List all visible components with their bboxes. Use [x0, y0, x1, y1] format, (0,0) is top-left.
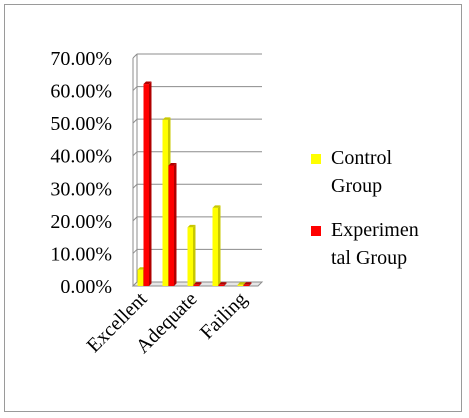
gridline-depth — [132, 216, 138, 222]
bar — [243, 284, 249, 286]
gridline-depth — [132, 249, 138, 254]
chart-frame — [4, 4, 462, 412]
bar-top — [168, 162, 177, 166]
bar — [162, 119, 168, 286]
legend-label: Control — [331, 147, 393, 169]
y-tick-label: 40.00% — [50, 146, 112, 168]
bar-top — [193, 282, 202, 285]
bar-top — [243, 282, 252, 285]
bar-top — [218, 282, 227, 285]
bar-top — [212, 205, 221, 208]
gridline-depth — [132, 183, 138, 189]
legend-swatch — [311, 154, 321, 164]
bar-top — [162, 117, 171, 120]
bar — [137, 269, 143, 286]
bar-top — [237, 282, 246, 285]
gridline-depth — [132, 86, 138, 91]
bar-side — [199, 282, 202, 286]
bar-top — [187, 224, 196, 228]
y-tick-label: 30.00% — [50, 178, 112, 200]
bar-side — [149, 81, 152, 286]
legend-label: Group — [331, 175, 382, 197]
y-tick-label: 0.00% — [60, 276, 112, 298]
bar — [168, 165, 174, 286]
bar — [237, 284, 243, 286]
legend-label: Experimen — [331, 219, 419, 241]
bar-side — [218, 205, 221, 286]
bar — [218, 284, 224, 286]
bar-side — [224, 282, 227, 286]
x-tick-label: Failing — [196, 288, 252, 344]
gridline-depth — [132, 151, 138, 157]
bar-side — [193, 224, 196, 286]
y-tick-label: 70.00% — [50, 48, 112, 70]
y-tick-label: 10.00% — [50, 243, 112, 265]
gridline-depth — [132, 53, 138, 59]
gridline-depth — [132, 118, 138, 124]
y-tick-label: 50.00% — [50, 113, 112, 135]
bar-side — [249, 282, 252, 286]
bar-side — [174, 162, 177, 286]
legend-swatch — [311, 226, 321, 236]
bar-top — [143, 81, 152, 85]
bar — [212, 207, 218, 286]
bar — [187, 227, 193, 286]
bar — [193, 284, 199, 286]
y-tick-label: 20.00% — [50, 211, 112, 233]
y-tick-label: 60.00% — [50, 81, 112, 103]
bar — [143, 84, 149, 286]
legend-label: tal Group — [331, 247, 407, 269]
